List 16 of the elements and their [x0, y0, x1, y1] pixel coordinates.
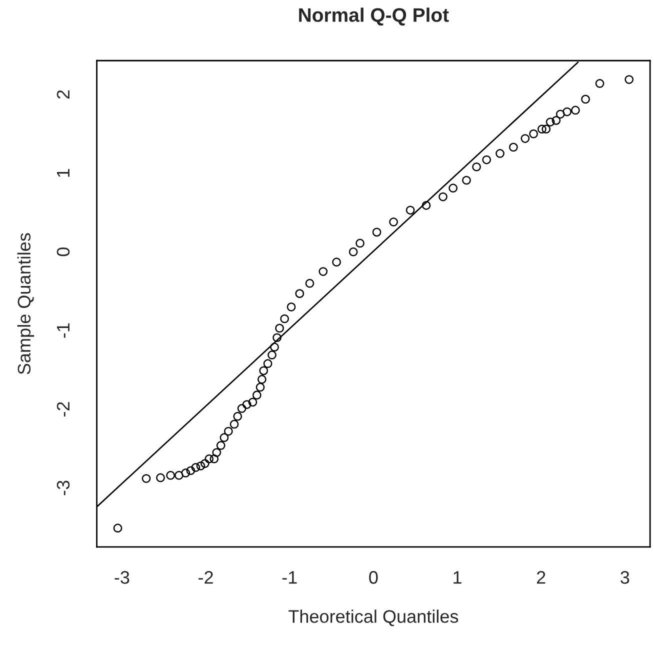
x-tick-label: -2	[198, 571, 213, 584]
y-tick-label: -3	[56, 480, 70, 496]
x-tick-label: 1	[454, 571, 462, 584]
x-axis-title: Theoretical Quantiles	[288, 610, 458, 626]
y-tick-label: 2	[56, 90, 70, 99]
y-tick-label: -1	[57, 323, 70, 338]
x-tick-label: -1	[282, 571, 297, 584]
y-tick-label: -2	[56, 402, 70, 416]
chart-title: Normal Q-Q Plot	[299, 8, 449, 26]
y-axis-title: Sample Quantiles	[17, 233, 34, 374]
y-tick-label: 0	[56, 248, 70, 256]
y-tick-label: 1	[57, 169, 70, 177]
x-tick-label: -3	[114, 571, 130, 584]
x-tick-label: 2	[536, 571, 546, 584]
x-tick-label: 0	[369, 571, 378, 584]
x-tick-label: 3	[620, 571, 630, 584]
